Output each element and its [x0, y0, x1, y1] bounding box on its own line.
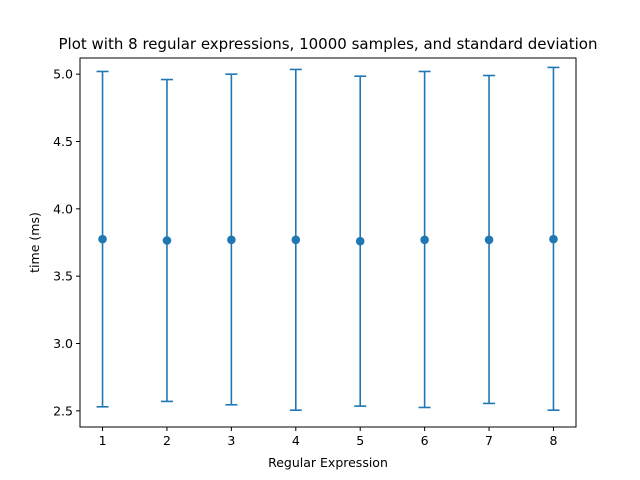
x-tick-label: 7	[485, 433, 493, 448]
mean-point	[98, 234, 107, 244]
y-axis-label: time (ms)	[27, 212, 42, 273]
x-tick-label: 3	[227, 433, 235, 448]
plot-frame	[79, 57, 577, 428]
chart-title: Plot with 8 regular expressions, 10000 s…	[59, 35, 598, 53]
x-tick-label: 5	[356, 433, 364, 448]
plot-marks	[96, 66, 560, 411]
y-tick-label: 4.5	[53, 134, 73, 149]
x-tick-label: 6	[421, 433, 429, 448]
y-tick-label: 4.0	[53, 201, 73, 216]
y-tick-label: 3.0	[53, 336, 73, 351]
mean-point	[162, 236, 172, 245]
x-tick-label: 2	[163, 433, 171, 448]
y-tick-label: 2.5	[53, 403, 73, 418]
y-tick-label: 3.5	[53, 269, 73, 284]
mean-point	[227, 235, 236, 245]
mean-point	[420, 235, 429, 245]
y-axis-ticks: 2.5 3.0 3.5 4.0 4.5 5.0	[53, 67, 80, 418]
x-tick-label: 8	[549, 433, 557, 448]
x-tick-label: 4	[292, 433, 300, 448]
mean-point	[484, 235, 494, 245]
x-axis-label: Regular Expression	[268, 455, 388, 470]
y-tick-label: 5.0	[53, 67, 73, 82]
mean-point	[549, 234, 558, 244]
mean-point	[355, 236, 365, 246]
x-tick-label: 1	[99, 433, 107, 448]
x-axis-ticks: 1 2 3 4 5 6 7 8	[99, 427, 557, 448]
mean-point	[291, 235, 301, 245]
